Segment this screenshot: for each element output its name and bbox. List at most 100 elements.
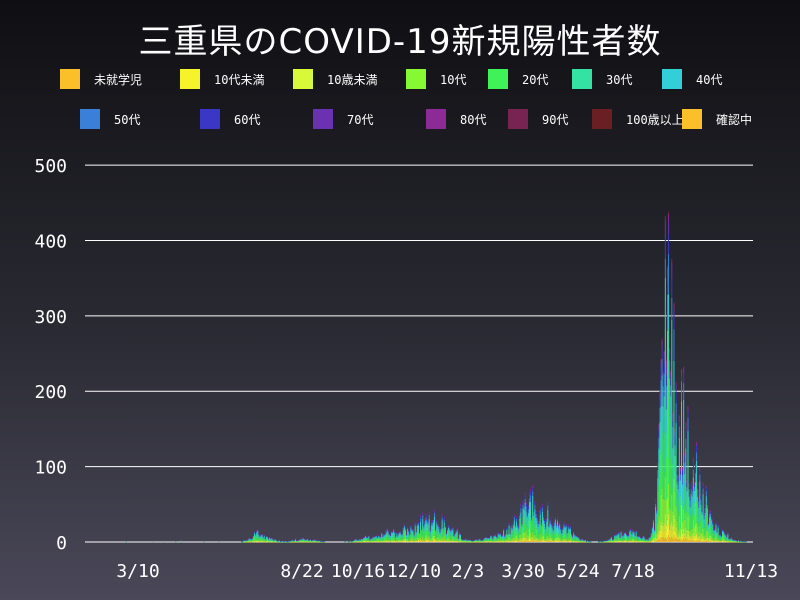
bar-segment [567,532,569,539]
x-tick-label: 11/13 [724,561,778,582]
bar-segment [539,534,541,540]
bar-segment [429,530,431,533]
bar-segment [408,532,410,535]
bar-segment [436,537,438,541]
bar-segment [671,424,673,495]
bar-segment [534,502,536,505]
bar-segment [525,537,527,539]
bar-segment [441,537,443,541]
bar-segment [638,537,640,539]
bar-segment [629,530,631,531]
bar-segment [662,498,664,526]
bar-segment [519,523,521,528]
bar-segment [655,501,657,504]
bar-segment [506,535,508,539]
bar-segment [542,517,545,521]
bar-segment [730,538,732,540]
bar-segment [545,535,547,539]
bar-segment [697,503,699,517]
bar-segment [503,530,505,534]
bar-segment [633,532,635,535]
bar-segment [408,530,410,531]
bar-segment [715,536,717,540]
bar-segment [367,537,369,539]
bar-segment [539,510,541,515]
bar-segment [511,527,513,529]
bar-segment [505,534,507,536]
bar-segment [696,535,698,541]
bar-segment [675,392,677,404]
bar-segment [706,540,708,542]
bar-segment [654,538,656,541]
bar-segment [668,212,670,215]
bar-segment [719,535,721,538]
bar-segment [427,524,429,529]
bar-segment [562,535,564,539]
bar-segment [455,530,457,531]
bar-segment [553,538,555,541]
bar-segment [663,395,665,435]
bar-segment [655,531,657,538]
bar-segment [607,540,609,541]
bar-segment [635,531,637,533]
bar-segment [251,541,253,542]
bar-segment [720,540,722,542]
bar-segment [715,528,717,533]
bar-segment [690,488,692,495]
bar-segment [542,540,545,542]
bar-segment [661,537,663,542]
bar-segment [513,525,515,530]
bar-segment [716,533,718,535]
bar-segment [500,536,502,537]
bar-segment [423,524,425,526]
bar-segment [672,415,674,422]
bar-segment [478,540,480,542]
bar-segment [664,329,666,397]
bar-segment [561,532,563,534]
bar-segment [407,527,409,529]
bar-segment [494,535,496,537]
bar-segment [447,538,449,541]
bar-segment [572,539,574,541]
legend-label: 50代 [114,112,141,127]
bar-segment [691,496,693,505]
bar-segment [656,511,658,514]
bar-segment [663,350,665,352]
bar-segment [683,539,685,542]
bar-segment [643,537,645,540]
bar-segment [609,538,611,540]
bar-segment [397,540,399,542]
bar-segment [310,540,312,542]
bar-segment [496,541,498,542]
bar-segment [521,526,523,530]
bar-segment [662,386,664,407]
bar-segment [686,500,688,513]
bar-segment [410,525,412,527]
bar-segment [387,530,389,532]
bar-segment [659,478,661,521]
bar-segment [440,528,442,530]
bar-segment [632,536,634,539]
bar-segment [548,533,550,539]
bar-segment [564,539,566,542]
bar-segment [695,467,697,473]
bar-segment [727,533,729,535]
bar-segment [410,528,412,532]
bar-segment [563,532,565,539]
bar-segment [453,540,455,542]
bar-segment [494,540,496,542]
bar-segment [504,539,506,541]
bar-segment [524,493,526,496]
bar-segment [516,540,518,542]
bar-segment [701,538,703,541]
bar-segment [410,540,412,542]
bar-segment [402,541,404,542]
bar-segment [705,504,707,515]
bar-segment [627,536,629,538]
bar-segment [702,536,704,539]
bar-segment [310,539,312,541]
bar-segment [631,540,633,542]
bar-segment [620,530,622,532]
bar-segment [656,532,658,539]
bar-segment [513,539,515,541]
